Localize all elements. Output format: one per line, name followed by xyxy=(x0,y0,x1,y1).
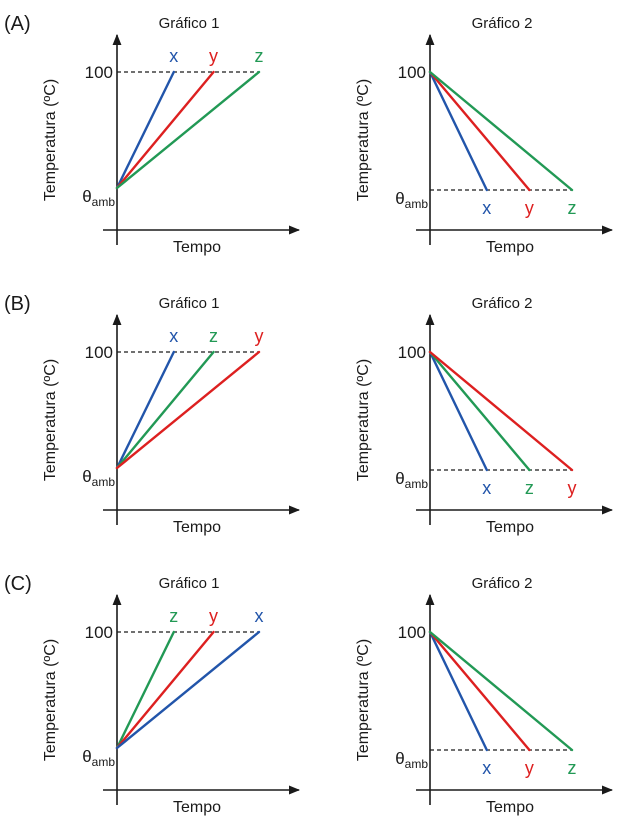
y-tick-theta-amb: θamb xyxy=(395,469,428,491)
y-tick-100: 100 xyxy=(398,623,426,642)
series-label-x: x xyxy=(482,758,491,778)
chart-title: Gráfico 1 xyxy=(159,295,220,312)
y-axis-label: Temperatura (ºC) xyxy=(355,79,372,201)
y-tick-theta-amb: θamb xyxy=(82,187,115,209)
series-label-y: y xyxy=(209,46,218,66)
panel-label: (C) xyxy=(4,573,32,595)
chart-title: Gráfico 2 xyxy=(472,575,533,592)
y-tick-theta-amb: θamb xyxy=(395,749,428,771)
series-line-x xyxy=(428,630,488,752)
x-axis-label: Tempo xyxy=(486,239,534,256)
y-tick-100: 100 xyxy=(85,63,113,82)
series-label-y: y xyxy=(525,198,534,218)
y-tick-100: 100 xyxy=(85,343,113,362)
chart-3-2: Gráfico 2 Tempo Temperatura (ºC) 100 θamb x y z xyxy=(355,575,614,816)
series-label-z: z xyxy=(209,326,218,346)
series-label-z: z xyxy=(255,46,264,66)
y-axis-label: Temperatura (ºC) xyxy=(42,79,59,201)
series-line-z xyxy=(115,350,215,470)
y-axis-label: Temperatura (ºC) xyxy=(42,359,59,481)
y-tick-theta-amb: θamb xyxy=(82,467,115,489)
series-line-z xyxy=(115,70,261,190)
chart-2-2: Gráfico 2 Tempo Temperatura (ºC) 100 θamb x z y xyxy=(355,295,614,536)
series-label-y: y xyxy=(209,606,218,626)
series-line-y xyxy=(428,70,531,192)
x-axis-label: Tempo xyxy=(486,519,534,536)
y-tick-100: 100 xyxy=(85,623,113,642)
chart-title: Gráfico 2 xyxy=(472,295,533,312)
panel-3: (C) Gráfico 1 Tempo Temperatura (ºC) 100 θamb… xyxy=(4,573,614,816)
x-axis-label: Tempo xyxy=(173,519,221,536)
series-line-z xyxy=(428,350,531,472)
chart-1-1: Gráfico 1 Tempo Temperatura (ºC) 100 θamb x y z xyxy=(42,15,301,256)
series-line-z xyxy=(428,630,574,752)
x-axis-label: Tempo xyxy=(486,799,534,816)
series-label-y: y xyxy=(525,758,534,778)
chart-3-1: Gráfico 1 Tempo Temperatura (ºC) 100 θamb z y x xyxy=(42,575,301,816)
series-line-y xyxy=(428,350,574,472)
y-axis-label: Temperatura (ºC) xyxy=(355,359,372,481)
panel-label: (B) xyxy=(4,293,31,315)
panel-label: (A) xyxy=(4,13,31,35)
y-axis-label: Temperatura (ºC) xyxy=(42,639,59,761)
series-label-z: z xyxy=(525,478,534,498)
chart-2-1: Gráfico 1 Tempo Temperatura (ºC) 100 θamb x z y xyxy=(42,295,301,536)
x-axis-label: Tempo xyxy=(173,799,221,816)
series-label-y: y xyxy=(568,478,577,498)
series-label-x: x xyxy=(169,46,178,66)
chart-title: Gráfico 1 xyxy=(159,575,220,592)
series-label-x: x xyxy=(482,478,491,498)
series-label-x: x xyxy=(255,606,264,626)
series-line-y xyxy=(115,70,215,190)
chart-title: Gráfico 2 xyxy=(472,15,533,32)
chart-title: Gráfico 1 xyxy=(159,15,220,32)
series-label-x: x xyxy=(482,198,491,218)
series-label-z: z xyxy=(568,758,577,778)
series-line-x xyxy=(115,70,176,190)
y-axis-label: Temperatura (ºC) xyxy=(355,639,372,761)
y-tick-100: 100 xyxy=(398,63,426,82)
chart-1-2: Gráfico 2 Tempo Temperatura (ºC) 100 θamb x y z xyxy=(355,15,614,256)
series-line-y xyxy=(115,350,261,470)
series-label-y: y xyxy=(255,326,264,346)
y-tick-theta-amb: θamb xyxy=(82,747,115,769)
series-label-x: x xyxy=(169,326,178,346)
series-line-x xyxy=(428,350,488,472)
series-line-y xyxy=(428,630,531,752)
series-label-z: z xyxy=(169,606,178,626)
series-line-x xyxy=(115,630,261,750)
series-label-z: z xyxy=(568,198,577,218)
series-line-z xyxy=(115,630,176,750)
series-line-y xyxy=(115,630,215,750)
panel-2: (B) Gráfico 1 Tempo Temperatura (ºC) 100 θamb… xyxy=(4,293,614,536)
x-axis-label: Tempo xyxy=(173,239,221,256)
y-tick-100: 100 xyxy=(398,343,426,362)
series-line-x xyxy=(428,70,488,192)
series-line-x xyxy=(115,350,176,470)
series-line-z xyxy=(428,70,574,192)
y-tick-theta-amb: θamb xyxy=(395,189,428,211)
panel-1: (A) Gráfico 1 Tempo Temperatura (ºC) 100 θamb… xyxy=(4,13,614,256)
